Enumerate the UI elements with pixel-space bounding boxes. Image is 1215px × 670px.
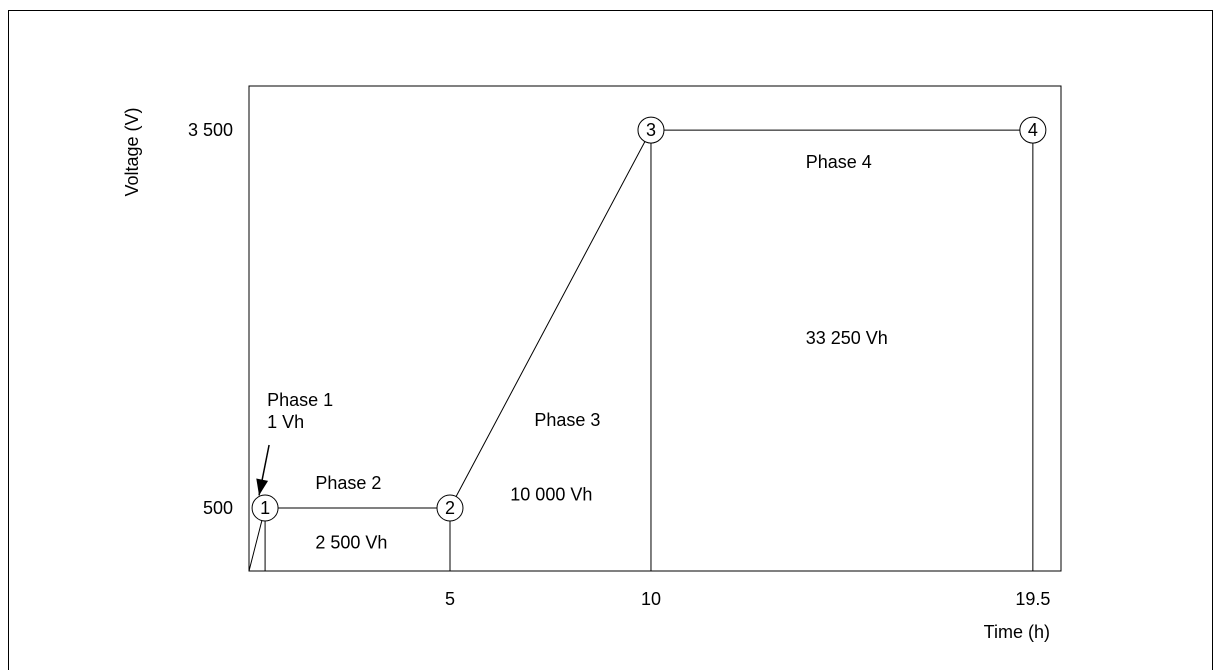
phase-3-energy: 10 000 Vh [510,484,592,504]
y-axis-label: Voltage (V) [122,107,142,196]
phase-1-arrowhead [256,478,269,496]
point-marker-2: 2 [436,494,464,522]
point-circle [637,116,665,144]
phase-2-energy: 2 500 Vh [315,532,387,552]
plot-area [248,85,1062,572]
point-circle [436,494,464,522]
phase-4-label: Phase 4 [806,152,872,172]
x-tick-labels: 5 10 19.5 [445,589,1050,609]
phase-4-energy: 33 250 Vh [806,328,888,348]
x-tick-label: 5 [445,589,455,609]
x-axis-label: Time (h) [984,622,1050,642]
point-marker-1: 1 [251,494,279,522]
point-marker-3: 3 [637,116,665,144]
point-label: 3 [646,120,656,140]
points-layer: 1 2 3 4 [251,116,1047,522]
phase-dividers [264,143,1034,571]
point-label: 1 [260,498,270,518]
point-marker-4: 4 [1019,116,1047,144]
x-tick-label: 19.5 [1015,589,1050,609]
phase-3-label: Phase 3 [534,410,600,430]
point-label: 2 [445,498,455,518]
phase-2-label: Phase 2 [315,473,381,493]
y-tick-label: 500 [203,498,233,518]
y-tick-label: 3 500 [188,120,233,140]
voltage-series-line [248,129,1033,572]
figure-frame [8,10,1213,670]
point-circle [1019,116,1047,144]
series-layer [248,129,1033,572]
point-label: 4 [1028,120,1038,140]
point-circle [251,494,279,522]
y-tick-labels: 500 3 500 [188,120,233,518]
x-tick-label: 10 [641,589,661,609]
